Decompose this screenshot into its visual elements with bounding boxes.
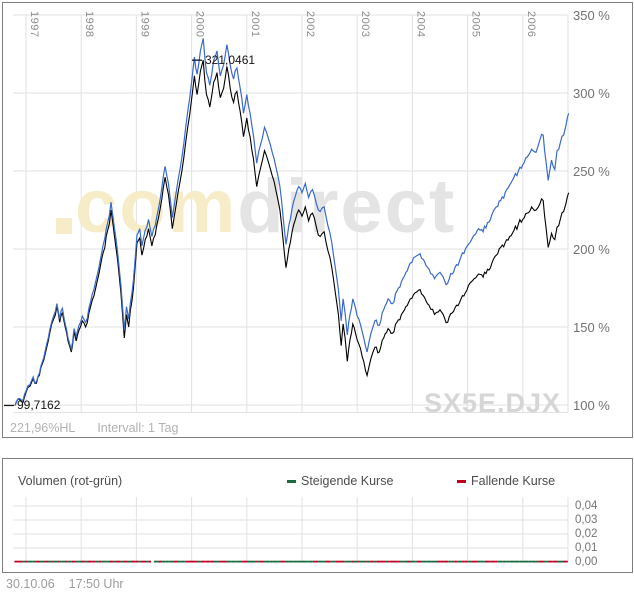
year-label: 1997 [28, 11, 40, 38]
year-label: 2005 [469, 11, 482, 38]
year-label: 2003 [359, 11, 372, 38]
status-interval: Intervall: 1 Tag [97, 421, 179, 435]
symbol-watermark: SX5E.DJX [424, 388, 562, 418]
volume-tick-label: 0,02 [575, 528, 598, 540]
status-bar: 221,96%HL Intervall: 1 Tag [10, 421, 178, 435]
falling-prices-marker-icon [457, 480, 466, 483]
year-label: 2000 [193, 11, 206, 38]
comdirect-watermark: com direct [56, 164, 457, 249]
watermark-direct: direct [237, 164, 457, 249]
percent-tick-label: 350 % [573, 8, 610, 23]
percent-tick-label: 300 % [573, 86, 610, 101]
legend-falling-label: Fallende Kurse [471, 474, 556, 488]
volume-tick-label: 0,01 [575, 542, 598, 554]
percent-tick-label: 250 % [573, 164, 610, 179]
year-label: 1998 [83, 11, 96, 38]
rising-prices-marker-icon [287, 480, 296, 483]
volume-tick-label: 0,00 [575, 556, 598, 568]
percent-tick-label: 150 % [573, 320, 610, 335]
volume-legend-title: Volumen (rot-grün) [18, 474, 123, 488]
year-label: 2006 [524, 11, 537, 38]
comdirect-dot-icon [56, 218, 72, 234]
status-change: 221,96%HL [10, 421, 76, 435]
percent-tick-label: 100 % [573, 398, 610, 413]
volume-tick-label: 0,03 [575, 514, 598, 526]
volume-panel [2, 458, 633, 573]
year-label: 2001 [248, 11, 261, 38]
footer-time: 17:50 Uhr [68, 577, 124, 591]
year-label: 1999 [138, 11, 151, 38]
year-label: 2004 [414, 11, 427, 38]
watermark-com: com [75, 164, 238, 249]
timestamp-footer: 30.10.06 17:50 Uhr [6, 577, 138, 591]
high-annotation: 321,0461 [205, 53, 256, 68]
start-annotation: 99,7162 [17, 398, 61, 413]
year-label: 2002 [304, 11, 316, 38]
footer-date: 30.10.06 [6, 577, 55, 591]
percent-tick-label: 200 % [573, 242, 610, 257]
volume-tick-label: 0,04 [575, 500, 598, 512]
legend-rising-label: Steigende Kurse [301, 474, 394, 488]
